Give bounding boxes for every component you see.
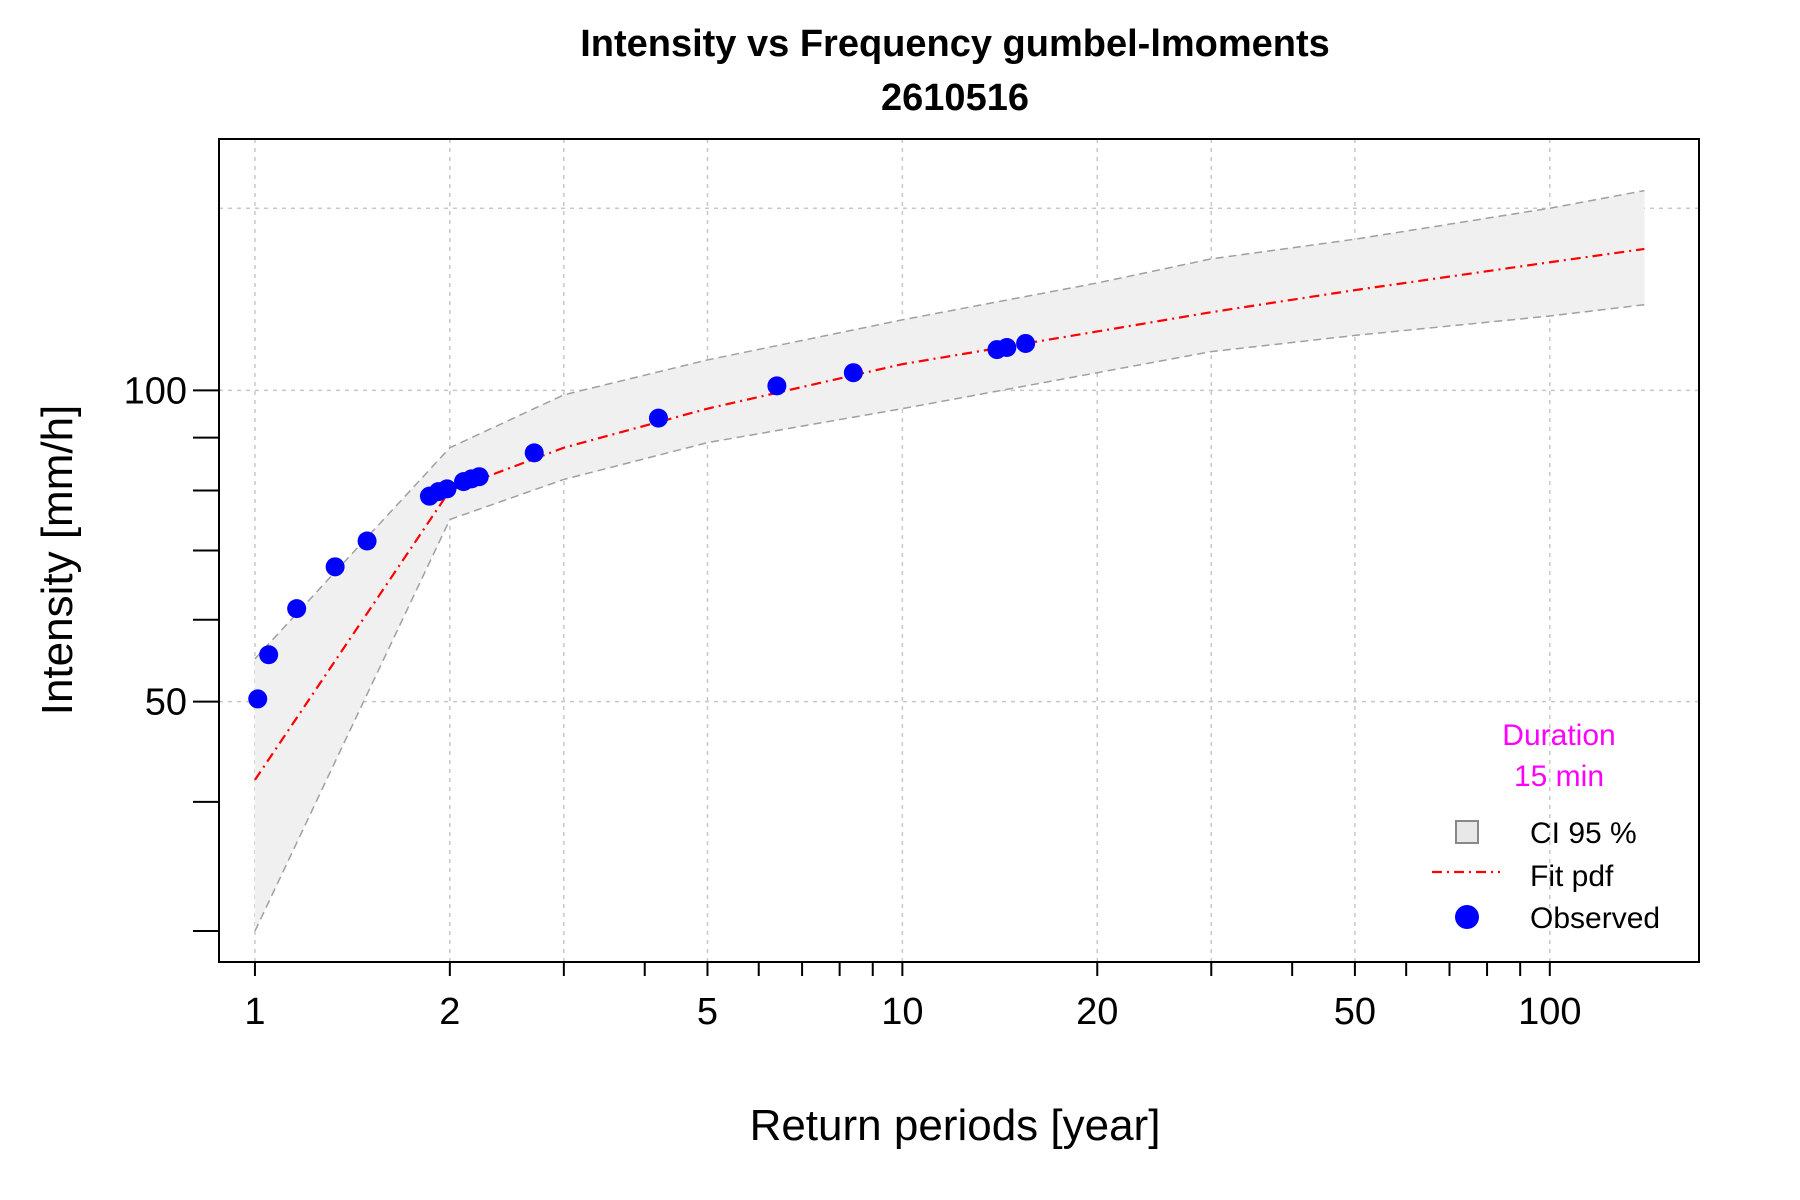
legend-observed-label: Observed (1530, 902, 1660, 935)
chart-title: Intensity vs Frequency gumbel-lmoments (580, 23, 1330, 65)
y-tick-label: 100 (124, 370, 187, 412)
x-axis-label: Return periods [year] (750, 1101, 1161, 1150)
observed-point (259, 645, 279, 665)
ci-band-layer (254, 189, 1645, 932)
observed-point (437, 479, 457, 499)
observed-point (1016, 333, 1036, 353)
observed-point (287, 599, 307, 619)
axis-layer: 1 2 5 10 20 50 100 50 100 (124, 370, 1582, 1033)
x-tick-label: 50 (1334, 991, 1376, 1033)
legend-observed-swatch (1455, 905, 1479, 929)
legend: CI 95 % Fit pdf Observed (1432, 817, 1660, 935)
legend-ci-label: CI 95 % (1530, 817, 1637, 850)
chart-subtitle: 2610516 (881, 77, 1029, 119)
observed-point (469, 467, 489, 487)
duration-annotation: Duration 15 min (1502, 719, 1615, 793)
x-tick-label: 20 (1076, 991, 1118, 1033)
y-axis-label: Intensity [mm/h] (33, 405, 82, 716)
observed-point (524, 443, 544, 463)
duration-value: 15 min (1514, 760, 1604, 793)
duration-label: Duration (1502, 719, 1615, 752)
observed-point (843, 363, 863, 383)
legend-ci-swatch (1455, 820, 1479, 844)
observed-points-layer (248, 333, 1036, 709)
x-tick-label: 10 (881, 991, 923, 1033)
x-tick-label: 2 (439, 991, 460, 1033)
y-tick-label: 50 (145, 682, 187, 724)
ci-upper-bound-line (254, 189, 1645, 660)
observed-point (767, 376, 787, 396)
observed-point (997, 338, 1017, 358)
legend-fit-label: Fit pdf (1530, 860, 1614, 893)
x-tick-label: 5 (697, 991, 718, 1033)
ci-lower-bound-line (254, 303, 1645, 932)
observed-point (325, 557, 345, 577)
observed-point (248, 689, 268, 709)
observed-point (357, 531, 377, 551)
x-tick-label: 100 (1518, 991, 1581, 1033)
ci-band-area (254, 190, 1645, 932)
observed-point (648, 408, 668, 428)
x-tick-label: 1 (244, 991, 265, 1033)
